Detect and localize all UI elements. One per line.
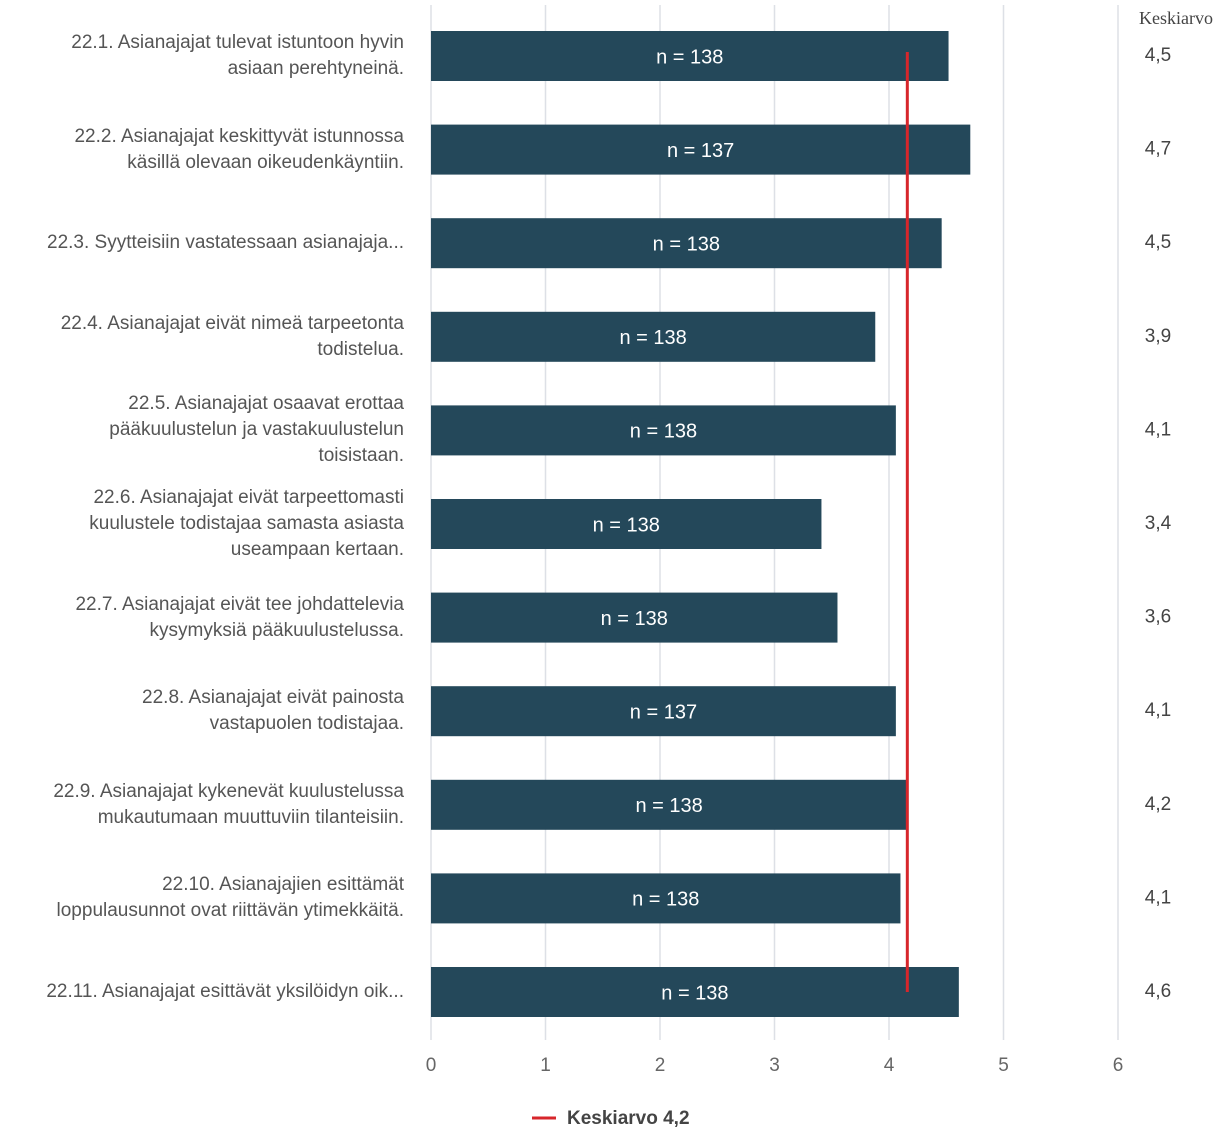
value-label: 4,2 (1145, 794, 1171, 815)
bar-n-label: n = 138 (653, 233, 720, 255)
category-label: 22.10. Asianajajien esittämät loppulausu… (56, 874, 404, 922)
x-tick-label: 5 (998, 1055, 1009, 1076)
bar (431, 405, 896, 456)
value-label: 4,6 (1145, 981, 1171, 1002)
bar-n-label: n = 137 (667, 140, 734, 162)
bar-n-label: n = 138 (656, 46, 723, 68)
value-label: 3,4 (1145, 513, 1172, 534)
bar (431, 967, 959, 1017)
x-tick-label: 6 (1113, 1055, 1124, 1076)
bar-n-label: n = 137 (630, 701, 697, 723)
x-tick-label: 1 (540, 1055, 551, 1076)
value-label: 4,5 (1145, 232, 1171, 253)
category-label: 22.9. Asianajajat kykenevät kuulusteluss… (53, 780, 404, 828)
category-label: 22.1. Asianajajat tulevat istuntoon hyvi… (71, 32, 404, 79)
bar-n-label: n = 138 (632, 889, 699, 911)
bar (431, 31, 949, 81)
x-tick-label: 2 (655, 1055, 666, 1076)
category-label: 22.7. Asianajajat eivät tee johdattelevi… (75, 593, 404, 641)
category-label: 22.5. Asianajajat osaavat erottaa pääkuu… (109, 393, 404, 467)
bar (431, 779, 908, 830)
bar-n-label: n = 138 (619, 327, 686, 349)
bar-n-label: n = 138 (661, 982, 728, 1004)
bar-n-label: n = 138 (630, 421, 697, 443)
bar (431, 592, 838, 643)
category-label: 22.8. Asianajajat eivät painosta vastapu… (142, 687, 404, 735)
x-tick-label: 0 (426, 1055, 437, 1076)
category-label: 22.4. Asianajajat eivät nimeä tarpeetont… (60, 312, 404, 360)
value-label: 4,1 (1145, 887, 1171, 908)
bar (431, 124, 971, 175)
value-label: 4,7 (1145, 139, 1171, 160)
value-label: 3,9 (1145, 326, 1171, 347)
category-label: 22.11. Asianajajat esittävät yksilöidyn … (46, 981, 404, 1002)
x-tick-label: 4 (884, 1055, 895, 1076)
category-label: 22.3. Syytteisiin vastatessaan asianajaj… (47, 232, 404, 254)
value-column-title: Keskiarvo (1139, 8, 1213, 28)
value-label: 4,1 (1145, 700, 1171, 721)
value-label: 3,6 (1145, 607, 1171, 628)
bar-n-label: n = 138 (593, 514, 660, 536)
category-label: 22.2. Asianajajat keskittyvät istunnossa… (74, 125, 404, 173)
value-label: 4,1 (1145, 419, 1171, 440)
category-label: 22.6. Asianajajat eivät tarpeettomasti k… (89, 487, 404, 560)
x-tick-label: 3 (769, 1055, 780, 1076)
value-label: 4,5 (1145, 45, 1171, 66)
bar-n-label: n = 138 (636, 795, 703, 817)
bar (431, 686, 896, 737)
legend-label: Keskiarvo 4,2 (567, 1108, 690, 1129)
bar (431, 311, 876, 362)
bar (431, 873, 901, 924)
bar (431, 499, 822, 549)
bar-n-label: n = 138 (601, 608, 668, 630)
bar (431, 218, 942, 269)
